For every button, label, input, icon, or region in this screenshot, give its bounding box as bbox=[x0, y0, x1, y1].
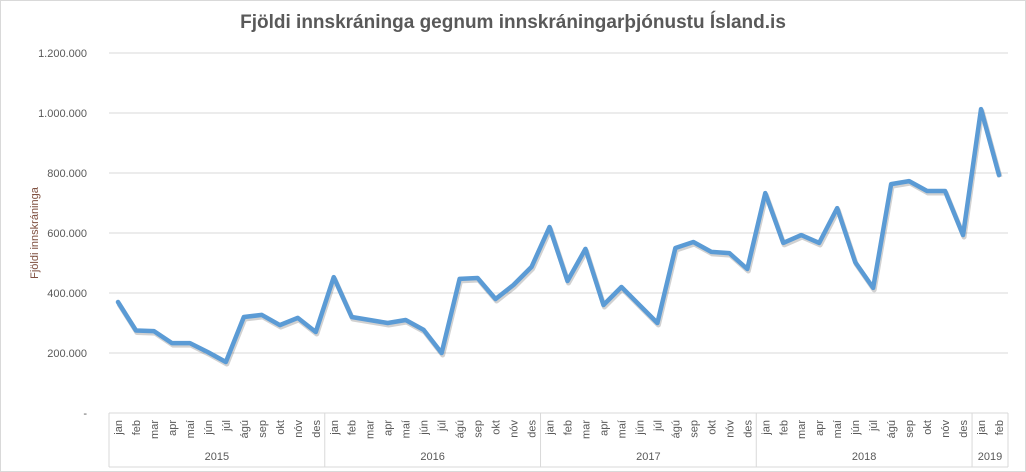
x-tick-year: 2016 bbox=[420, 451, 444, 463]
y-tick-label: 400.000 bbox=[47, 288, 87, 300]
x-tick-month: nóv bbox=[293, 420, 305, 438]
x-tick-month: jan bbox=[545, 420, 557, 436]
x-tick-year: 2019 bbox=[978, 451, 1002, 463]
x-tick-month: mar bbox=[796, 420, 808, 439]
x-tick-month: júl bbox=[868, 420, 880, 432]
x-tick-month: jan bbox=[113, 420, 125, 436]
x-tick-year: 2015 bbox=[205, 451, 229, 463]
x-tick-month: sep bbox=[473, 420, 485, 438]
x-tick-month: júl bbox=[437, 420, 449, 432]
x-tick-month: jún bbox=[419, 420, 431, 436]
series-line-shadow bbox=[116, 108, 1003, 367]
x-tick-month: feb bbox=[994, 420, 1006, 435]
y-tick-label: 1.000.000 bbox=[38, 108, 87, 120]
x-tick-month: jan bbox=[760, 420, 772, 436]
x-tick-month: maí bbox=[185, 420, 197, 438]
chart-title: Fjöldi innskráninga gegnum innskráningar… bbox=[240, 12, 786, 33]
x-tick-month: okt bbox=[275, 420, 287, 435]
x-tick-month: nóv bbox=[724, 420, 736, 438]
x-tick-month: apr bbox=[814, 420, 826, 436]
x-tick-month: okt bbox=[706, 420, 718, 435]
y-tick-label: 200.000 bbox=[47, 348, 87, 360]
x-tick-month: jún bbox=[634, 420, 646, 436]
x-tick-month: feb bbox=[778, 420, 790, 435]
x-tick-month: apr bbox=[167, 420, 179, 436]
x-tick-month: apr bbox=[598, 420, 610, 436]
x-tick-month: júl bbox=[221, 420, 233, 432]
x-tick-month: des bbox=[311, 420, 323, 438]
x-tick-month: jan bbox=[976, 420, 988, 436]
x-tick-month: maí bbox=[832, 420, 844, 438]
x-tick-month: okt bbox=[922, 420, 934, 435]
y-tick-label: 600.000 bbox=[47, 228, 87, 240]
x-tick-year: 2018 bbox=[852, 451, 876, 463]
x-tick-month: nóv bbox=[509, 420, 521, 438]
y-tick-label: 1.200.000 bbox=[38, 48, 87, 60]
x-tick-month: ágú bbox=[670, 420, 682, 438]
x-tick-month: mar bbox=[580, 420, 592, 439]
x-tick-year: 2017 bbox=[636, 451, 660, 463]
series-line bbox=[115, 106, 1002, 365]
x-tick-month: sep bbox=[904, 420, 916, 438]
x-tick-month: apr bbox=[383, 420, 395, 436]
x-tick-month: jan bbox=[329, 420, 341, 436]
y-tick-label: - bbox=[83, 408, 87, 420]
x-tick-month: mar bbox=[365, 420, 377, 439]
x-tick-month: sep bbox=[257, 420, 269, 438]
x-tick-month: okt bbox=[491, 420, 503, 435]
x-tick-month: mar bbox=[149, 420, 161, 439]
x-tick-month: feb bbox=[347, 420, 359, 435]
x-tick-month: ágú bbox=[455, 420, 467, 438]
y-axis-label: Fjöldi innskráninga bbox=[29, 186, 41, 279]
x-tick-month: feb bbox=[562, 420, 574, 435]
x-tick-month: ágú bbox=[886, 420, 898, 438]
x-tick-month: maí bbox=[401, 420, 413, 438]
x-tick-month: ágú bbox=[239, 420, 251, 438]
x-tick-month: júl bbox=[652, 420, 664, 432]
y-tick-label: 800.000 bbox=[47, 168, 87, 180]
x-tick-month: feb bbox=[131, 420, 143, 435]
x-tick-month: nóv bbox=[940, 420, 952, 438]
x-tick-month: maí bbox=[616, 420, 628, 438]
x-tick-month: jún bbox=[850, 420, 862, 436]
x-tick-month: des bbox=[958, 420, 970, 438]
x-tick-month: des bbox=[527, 420, 539, 438]
x-tick-month: des bbox=[742, 420, 754, 438]
x-tick-month: sep bbox=[688, 420, 700, 438]
x-tick-month: jún bbox=[203, 420, 215, 436]
